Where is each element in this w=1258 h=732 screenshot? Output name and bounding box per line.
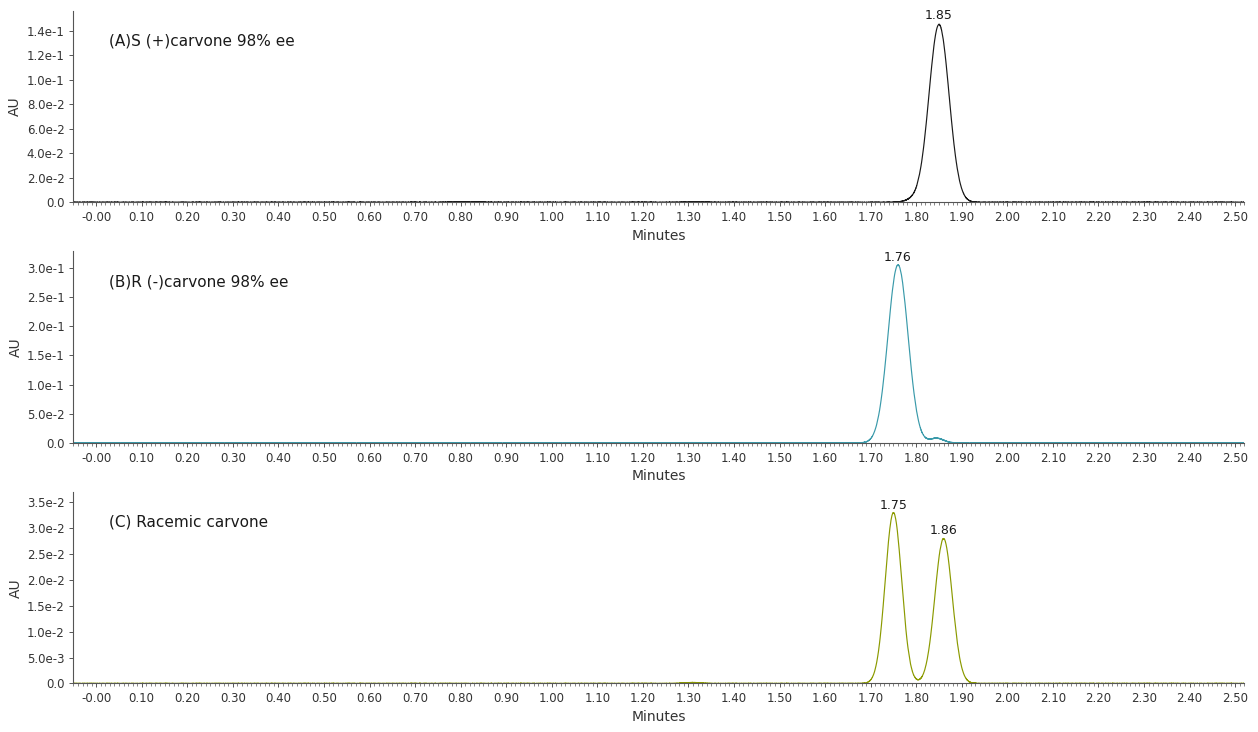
X-axis label: Minutes: Minutes [632, 228, 686, 242]
Text: 1.86: 1.86 [930, 524, 957, 537]
Y-axis label: AU: AU [9, 578, 23, 597]
X-axis label: Minutes: Minutes [632, 469, 686, 483]
Text: (A)S (+)carvone 98% ee: (A)S (+)carvone 98% ee [108, 34, 294, 49]
Text: (B)R (-)carvone 98% ee: (B)R (-)carvone 98% ee [108, 274, 288, 289]
Y-axis label: AU: AU [9, 337, 23, 357]
Text: 1.85: 1.85 [925, 10, 954, 23]
X-axis label: Minutes: Minutes [632, 709, 686, 724]
Y-axis label: AU: AU [9, 97, 23, 116]
Text: (C) Racemic carvone: (C) Racemic carvone [108, 515, 268, 530]
Text: 1.75: 1.75 [879, 498, 907, 512]
Text: 1.76: 1.76 [884, 251, 912, 264]
